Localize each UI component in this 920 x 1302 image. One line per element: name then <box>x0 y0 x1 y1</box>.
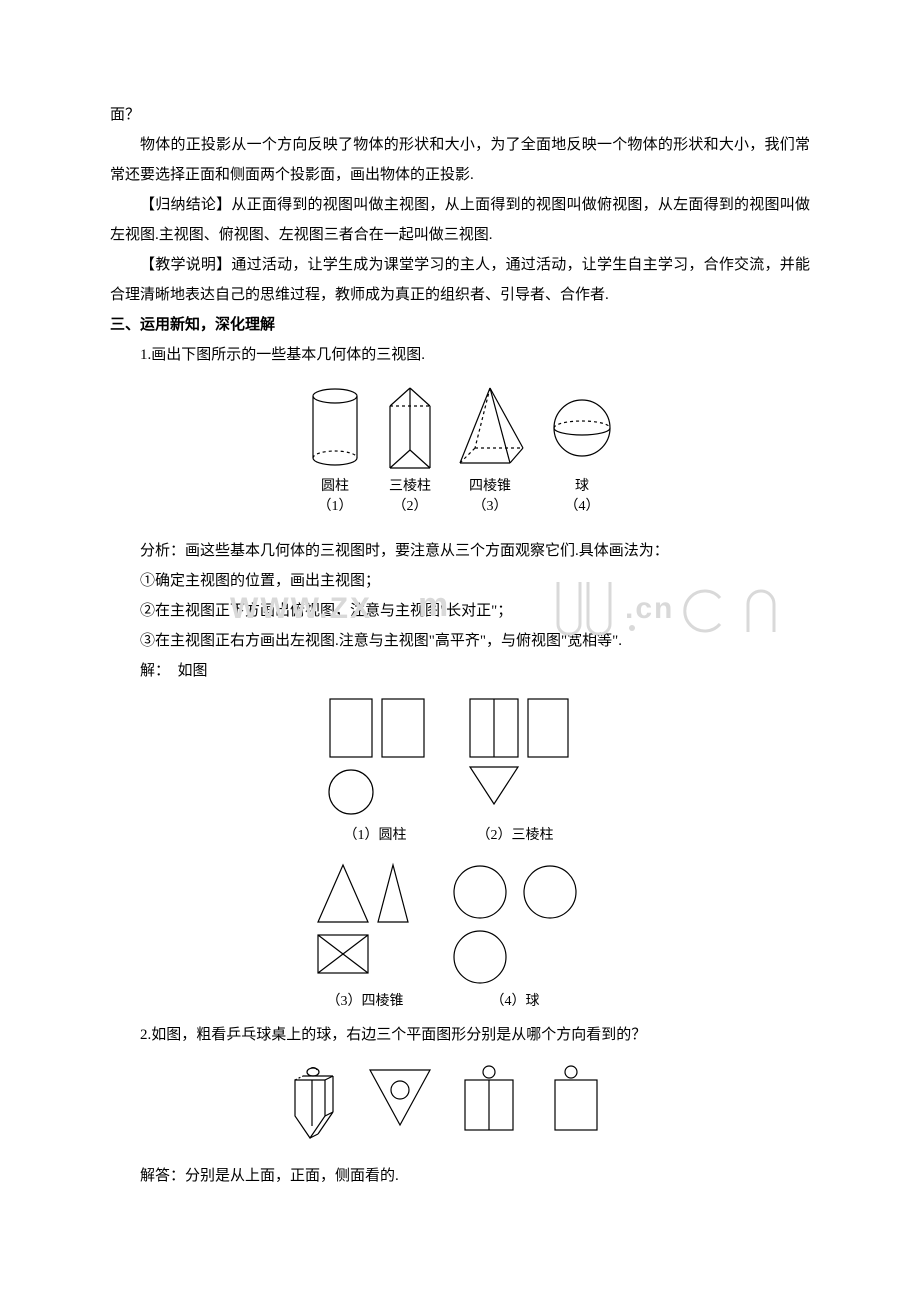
fig1-num-1: （1） <box>318 498 353 514</box>
q2-answer: 解答：分别是从上面，正面，侧面看的. <box>110 1161 810 1191</box>
q1-step-2: ②在主视图正下方画出俯视图，注意与主视图"长对正"； <box>110 596 810 626</box>
fig2-label-1: （1）圆柱 <box>344 827 407 843</box>
q1-analysis: 分析：画这些基本几何体的三视图时，要注意从三个方面观察它们.具体画法为： <box>110 536 810 566</box>
fig1-label-3: 四棱锥 <box>469 478 511 494</box>
figure-1-solids: 圆柱 三棱柱 四棱锥 球 （1） （2） （3） （4） <box>110 378 810 528</box>
fig1-num-2: （2） <box>393 498 428 514</box>
fig1-label-1: 圆柱 <box>321 478 349 494</box>
q1-step-3: ③在主视图正右方画出左视图.注意与主视图"高平齐"，与俯视图"宽相等". <box>110 626 810 656</box>
question-1: 1.画出下图所示的一些基本几何体的三视图. <box>110 340 810 370</box>
section-3-title: 三、运用新知，深化理解 <box>110 310 810 340</box>
para-continuation: 面？ <box>110 100 810 130</box>
fig2-label-4: （4）球 <box>491 993 540 1009</box>
para-teaching-note: 【教学说明】通过活动，让学生成为课堂学习的主人，通过活动，让学生自主学习，合作交… <box>110 250 810 310</box>
fig1-label-2: 三棱柱 <box>389 478 431 494</box>
figure-2-row2: （3）四棱锥 （4）球 <box>110 857 810 1012</box>
para-body: 物体的正投影从一个方向反映了物体的形状和大小，为了全面地反映一个物体的形状和大小… <box>110 130 810 190</box>
para-conclusion: 【归纳结论】从正面得到的视图叫做主视图，从上面得到的视图叫做俯视图，从左面得到的… <box>110 190 810 250</box>
fig2-label-2: （2）三棱柱 <box>477 827 554 843</box>
fig2-label-3: （3）四棱锥 <box>327 993 404 1009</box>
q1-step-1: ①确定主视图的位置，画出主视图； <box>110 566 810 596</box>
fig1-label-4: 球 <box>575 478 589 494</box>
q1-answer: 解： 如图 <box>110 656 810 686</box>
figure-3-paddle <box>110 1058 810 1153</box>
figure-2-row1: （1）圆柱 （2）三棱柱 <box>110 694 810 849</box>
question-2: 2.如图，粗看乒乓球桌上的球，右边三个平面图形分别是从哪个方向看到的？ <box>110 1020 810 1050</box>
fig1-num-3: （3） <box>473 498 508 514</box>
fig1-num-4: （4） <box>565 498 600 514</box>
